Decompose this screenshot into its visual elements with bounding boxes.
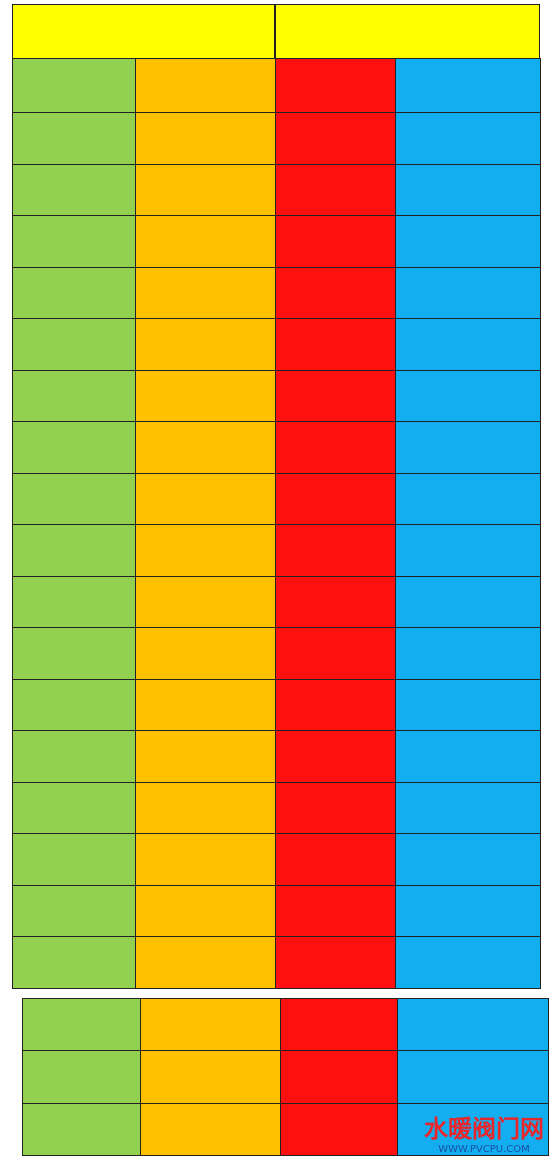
table-cell [12,884,136,938]
header-cell [275,4,540,59]
column-header [395,58,541,113]
table-cell [12,318,136,371]
table-cell [12,163,136,217]
table-cell [12,524,136,577]
table-cell [135,421,276,474]
table-cell [135,627,276,680]
table-cell [395,936,541,989]
table-cell [275,575,396,629]
table-cell [140,998,281,1052]
table-cell [135,163,276,217]
table-cell [140,1102,281,1156]
table-cell [395,575,541,629]
watermark: 水暖阀门网 WWW.PVCPU.COM [424,1109,544,1155]
table-cell [395,627,541,680]
table-cell [135,884,276,938]
table-cell [12,936,136,989]
table-cell [395,163,541,217]
table-cell [12,369,136,423]
table-cell [395,215,541,268]
table-cell [140,1050,281,1104]
table-cell [275,318,396,371]
table-cell [135,936,276,989]
table-cell [397,1050,549,1104]
table-cell [395,781,541,835]
table-cell [22,998,141,1052]
table-cell [135,318,276,371]
table-cell [135,369,276,423]
table-cell [12,781,136,835]
table-cell [275,369,396,423]
table-cell [135,112,276,165]
table-cell [280,998,398,1052]
table-cell [12,472,136,526]
table-cell [275,730,396,783]
header-cell [12,4,275,59]
table-cell [12,266,136,320]
watermark-name: 水暖阀门网 [424,1115,544,1143]
table-cell [275,884,396,938]
table-cell [395,266,541,320]
table-cell [12,112,136,165]
table-cell [135,524,276,577]
table-cell [12,627,136,680]
table-cell [395,730,541,783]
table-cell [12,215,136,268]
table-cell [275,781,396,835]
table-cell [397,998,549,1052]
table-cell [135,730,276,783]
table-cell [275,936,396,989]
table-cell [395,472,541,526]
table-cell [12,678,136,732]
table-cell [22,1050,141,1104]
table-cell [275,627,396,680]
table-cell [135,472,276,526]
column-header [12,58,136,113]
table-cell [280,1102,398,1156]
table-cell [275,112,396,165]
table-cell [12,833,136,886]
table-cell [275,472,396,526]
table-cell [22,1102,141,1156]
table-cell [135,575,276,629]
table-cell [395,421,541,474]
table-cell [395,112,541,165]
table-cell [135,678,276,732]
table-cell [280,1050,398,1104]
table-cell [275,266,396,320]
table-cell [395,833,541,886]
table-cell [275,833,396,886]
table-cell [135,781,276,835]
table-cell [275,215,396,268]
column-header [275,58,396,113]
table-cell [135,266,276,320]
table-cell [135,833,276,886]
table-cell [395,369,541,423]
table-cell [395,524,541,577]
table-cell [135,215,276,268]
table-cell [395,678,541,732]
table-cell [12,421,136,474]
table-cell [12,730,136,783]
table-cell [12,575,136,629]
table-cell [395,318,541,371]
column-header [135,58,276,113]
table-cell [275,524,396,577]
watermark-url: WWW.PVCPU.COM [438,1144,530,1155]
table-cell [395,884,541,938]
table-cell [275,163,396,217]
table-cell [275,678,396,732]
table-cell [275,421,396,474]
